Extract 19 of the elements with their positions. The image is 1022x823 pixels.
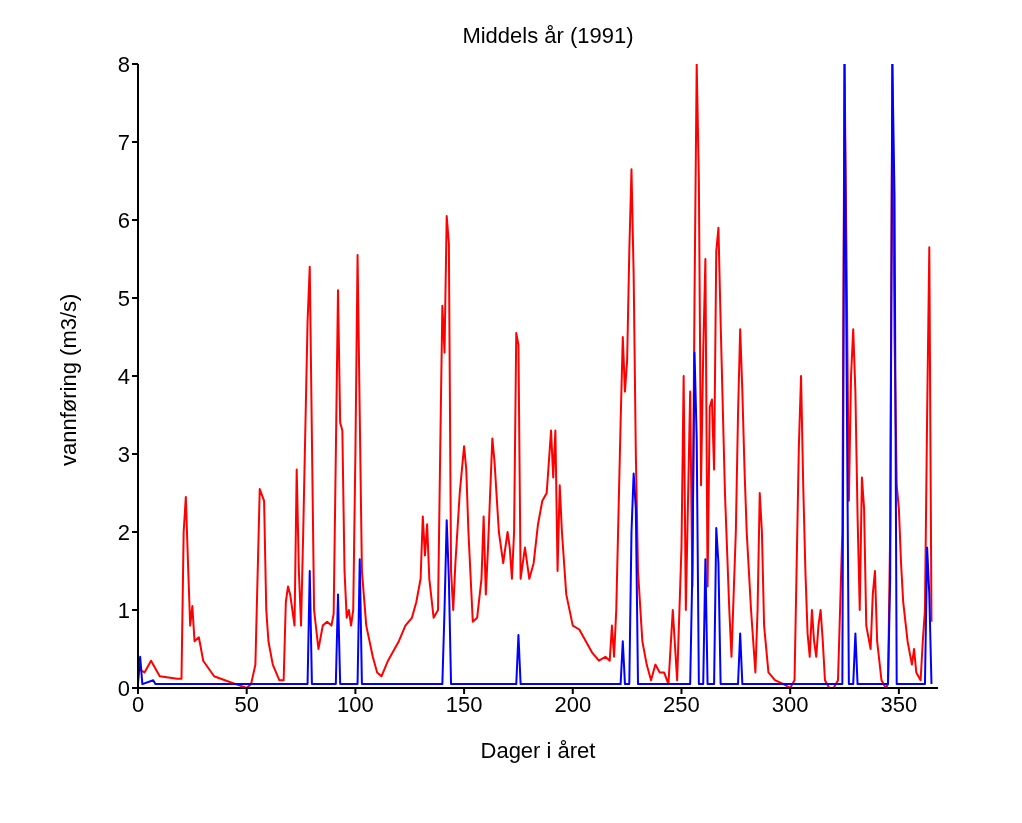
x-tick-label: 150: [445, 691, 483, 717]
y-tick-label: 2: [117, 519, 130, 545]
y-tick-label: 5: [117, 285, 130, 311]
x-tick-label: 200: [554, 691, 592, 717]
x-tick-label: 250: [663, 691, 700, 717]
y-tick-label: 3: [117, 441, 130, 467]
y-tick-label: 4: [117, 363, 130, 389]
chart-title: Middels år (1991): [462, 23, 634, 48]
y-tick-label: 8: [117, 51, 130, 77]
y-tick-label: 1: [117, 597, 130, 623]
y-tick-label: 7: [117, 129, 130, 155]
y-axis-title: vannføring (m3/s): [55, 293, 81, 466]
x-tick-label: 350: [880, 691, 918, 717]
x-tick-label: 100: [337, 691, 374, 717]
y-tick-label: 0: [117, 675, 130, 701]
x-tick-label: 300: [771, 691, 809, 717]
x-axis-title: Dager i året: [480, 738, 596, 763]
x-tick-label: 50: [234, 691, 259, 717]
y-tick-label: 6: [117, 207, 130, 233]
